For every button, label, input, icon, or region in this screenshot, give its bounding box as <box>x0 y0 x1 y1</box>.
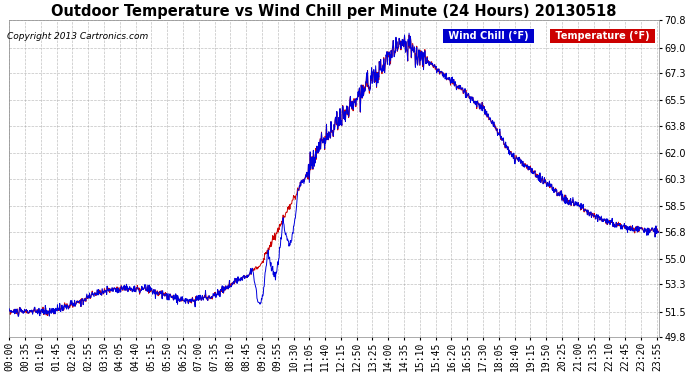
Text: Copyright 2013 Cartronics.com: Copyright 2013 Cartronics.com <box>7 32 148 41</box>
Title: Outdoor Temperature vs Wind Chill per Minute (24 Hours) 20130518: Outdoor Temperature vs Wind Chill per Mi… <box>51 4 617 19</box>
Text: Wind Chill (°F): Wind Chill (°F) <box>445 31 532 41</box>
Text: Temperature (°F): Temperature (°F) <box>552 31 653 41</box>
